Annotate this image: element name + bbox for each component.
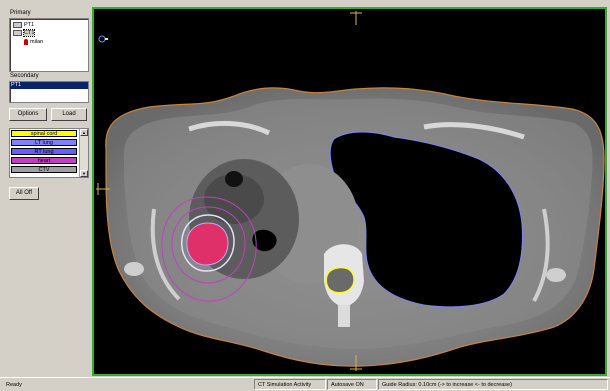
ct-viewport[interactable] xyxy=(92,7,607,376)
primary-tree[interactable]: PT1 CT1 milan xyxy=(9,18,89,72)
structure-spinal-cord[interactable]: spinal cord xyxy=(11,130,77,137)
load-button[interactable]: Load xyxy=(51,108,87,121)
ptv-outer-contour xyxy=(161,196,257,302)
tree-item-ct1[interactable]: CT1 xyxy=(13,29,36,37)
primary-label: Primary xyxy=(10,10,31,16)
status-autosave: Autosave ON xyxy=(327,379,377,390)
status-activity: CT Simulation Activity xyxy=(254,379,326,390)
all-off-button[interactable]: All Off xyxy=(9,187,39,200)
secondary-label: Secondary xyxy=(10,73,39,79)
orientation-icon[interactable] xyxy=(98,35,108,43)
left-panel: Primary PT1 CT1 milan Secondary PT1 Opti… xyxy=(0,0,92,376)
structure-ctv[interactable]: CTV xyxy=(11,166,77,173)
ctv-contour xyxy=(181,214,235,272)
scroll-down-icon[interactable]: ▼ xyxy=(80,170,88,177)
scroll-up-icon[interactable]: ▲ xyxy=(80,129,88,136)
structure-rt-lung[interactable]: RT lung xyxy=(11,148,77,155)
image-series-icon xyxy=(13,30,22,36)
ct-image xyxy=(96,11,605,371)
status-bar: Ready CT Simulation Activity Autosave ON… xyxy=(0,377,610,391)
structure-scrollbar[interactable]: ▲ ▼ xyxy=(79,129,88,177)
patient-icon xyxy=(24,39,28,45)
image-series-icon xyxy=(13,22,22,28)
structure-lt-lung[interactable]: LT lung xyxy=(11,139,77,146)
tumor-fill xyxy=(186,222,229,266)
options-button[interactable]: Options xyxy=(9,108,47,121)
status-guide-radius: Guide Radius: 0.10cm (-> to increase <- … xyxy=(378,379,608,390)
structure-heart[interactable]: heart xyxy=(11,157,77,164)
secondary-item-pt1[interactable]: PT1 xyxy=(10,82,88,89)
tree-item-pt1[interactable]: PT1 xyxy=(13,22,34,28)
spinal-cord-contour xyxy=(325,267,355,294)
status-ready: Ready xyxy=(6,382,22,388)
tree-item-milan[interactable]: milan xyxy=(24,39,43,45)
structure-list[interactable]: spinal cord LT lung RT lung heart CTV ▲ … xyxy=(9,128,89,178)
secondary-list[interactable]: PT1 xyxy=(9,81,89,103)
ptv-middle-contour xyxy=(171,206,246,284)
